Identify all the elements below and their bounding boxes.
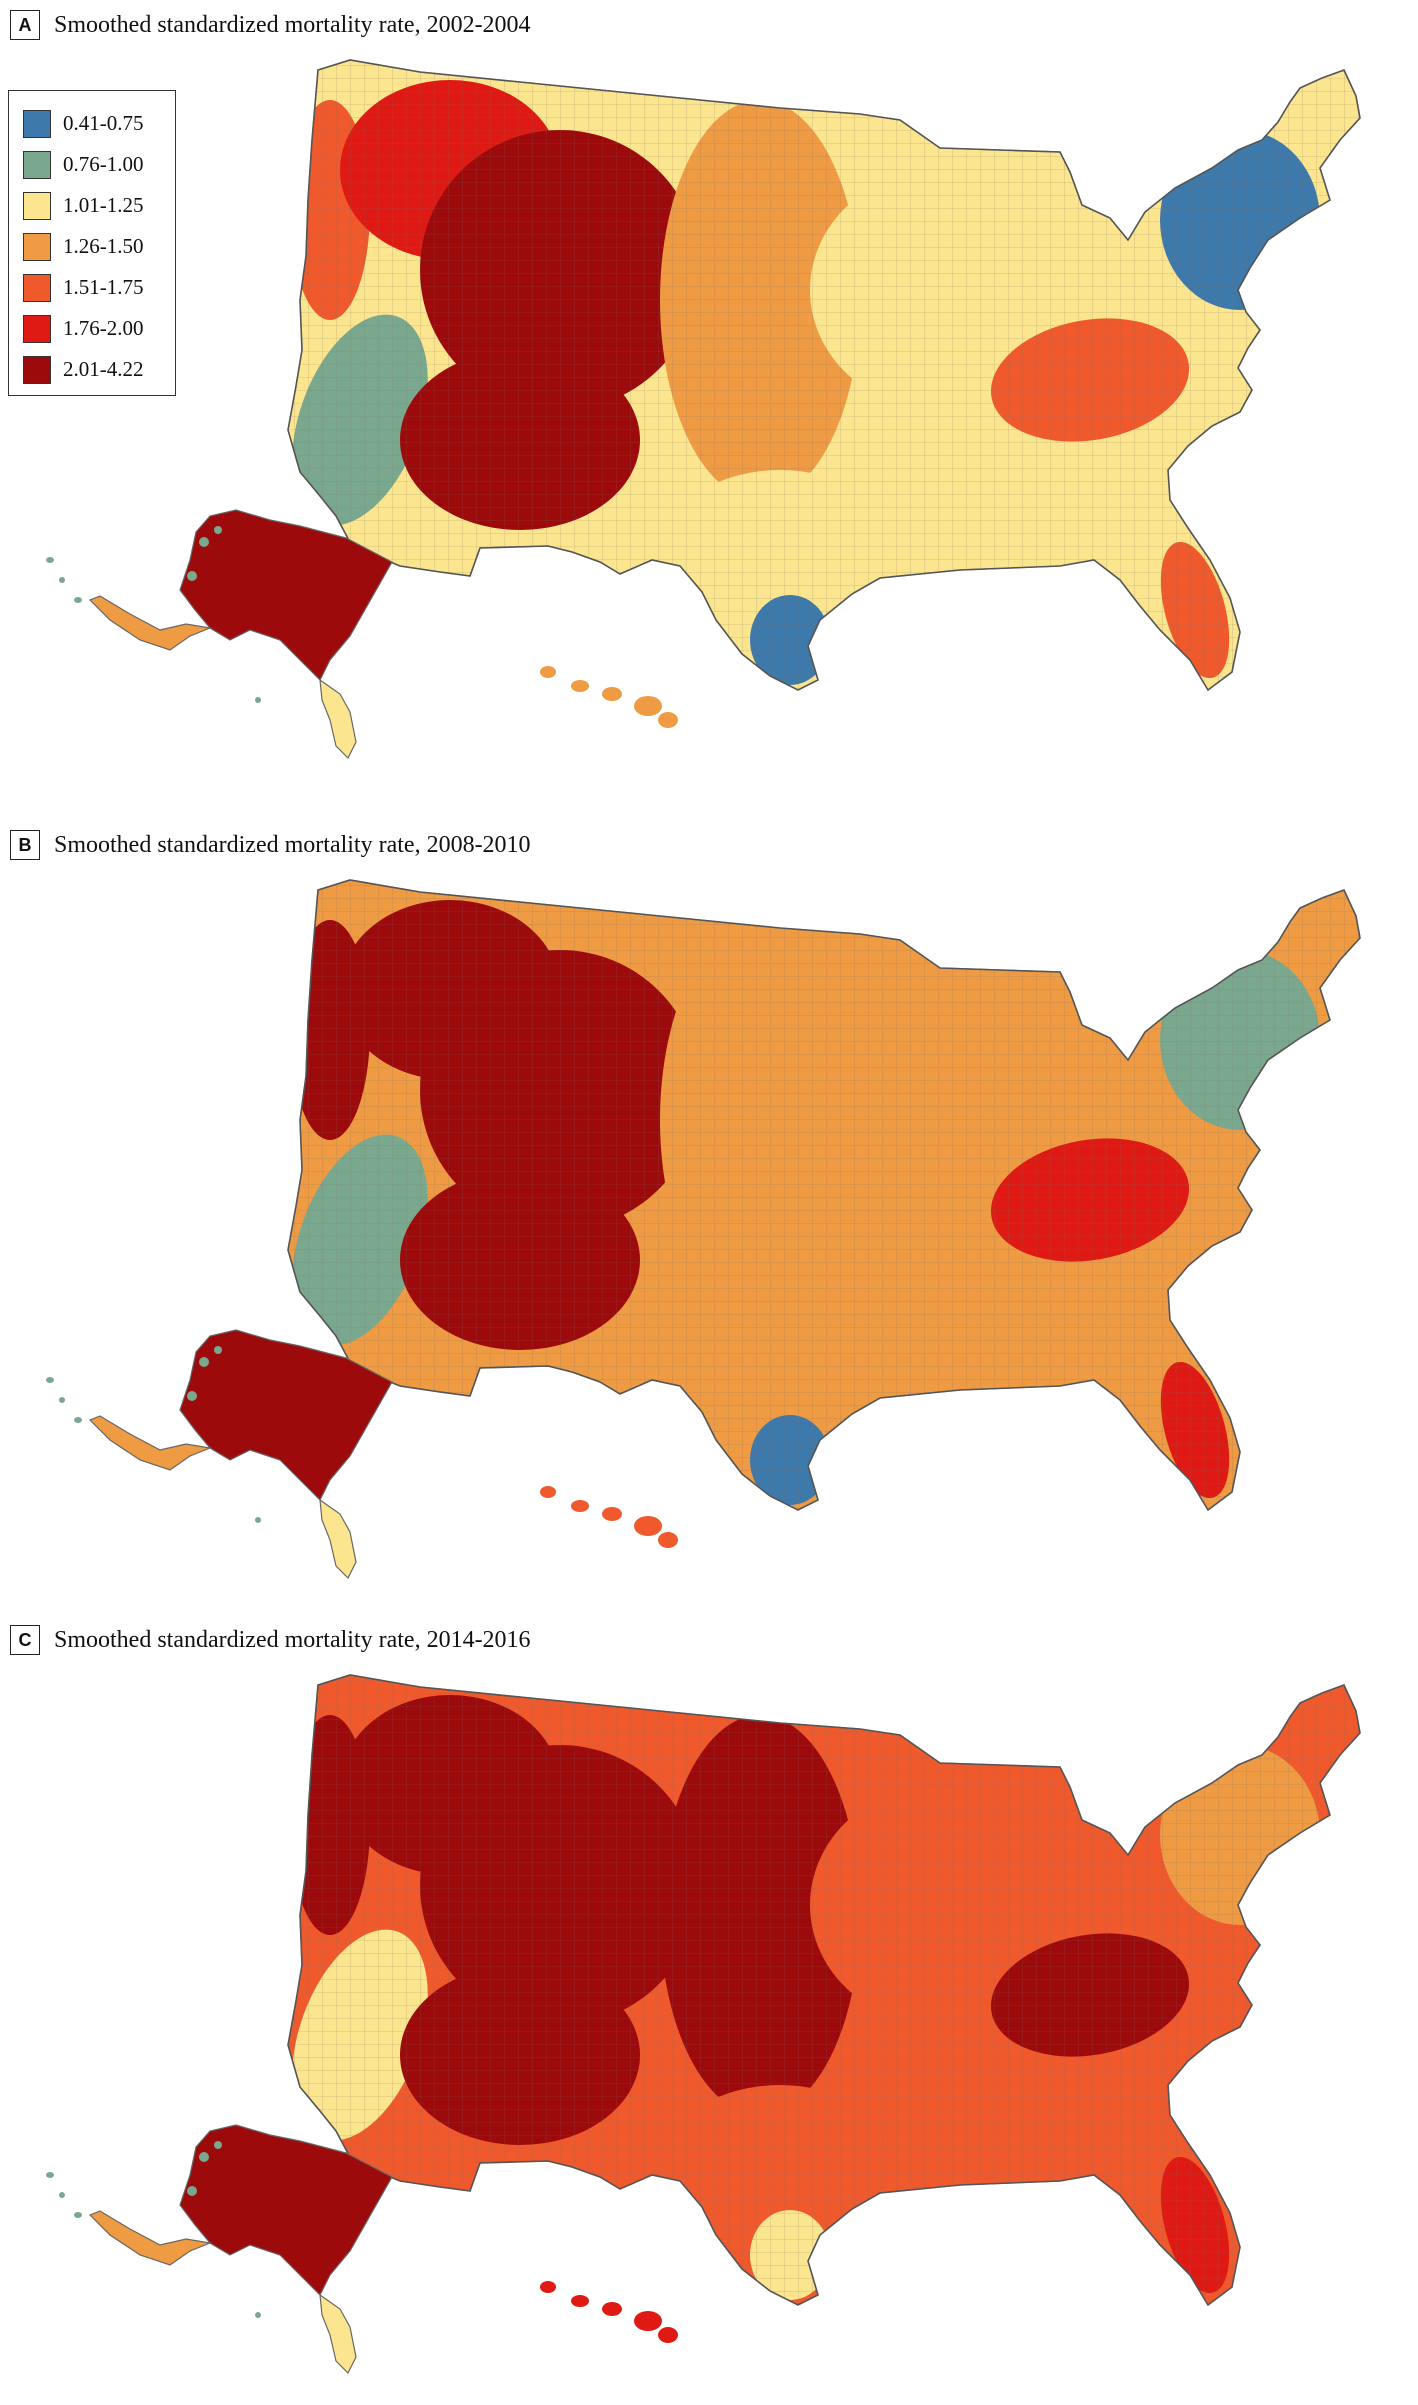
map-panel-a: A Smoothed standardized mortality rate, … [0, 0, 1418, 790]
legend-label: 1.76-2.00 [63, 316, 144, 340]
us-county-choropleth [46, 59, 1361, 760]
hawaii-island [540, 1486, 556, 1498]
alaska-island [187, 1391, 197, 1401]
alaska-island [255, 697, 261, 703]
hawaii-island [602, 687, 622, 701]
hawaii-island [634, 2311, 662, 2331]
alaska-island [199, 2152, 209, 2162]
map-panel-b: B Smoothed standardized mortality rate, … [0, 820, 1418, 1610]
alaska-island [46, 1377, 54, 1383]
hawaii-island [658, 712, 678, 728]
legend-swatch [23, 191, 51, 220]
panel-header: B Smoothed standardized mortality rate, … [10, 828, 531, 862]
hawaii-island [634, 696, 662, 716]
alaska-island [255, 2312, 261, 2318]
legend-label: 1.26-1.50 [63, 234, 144, 258]
hawaii-island [658, 1532, 678, 1548]
us-county-choropleth [46, 1674, 1361, 2375]
legend-item: 1.76-2.00 [23, 308, 175, 349]
alaska-island [74, 1417, 82, 1423]
panel-header: A Smoothed standardized mortality rate, … [10, 8, 531, 42]
alaska-island [59, 1397, 65, 1403]
alaska-island [59, 577, 65, 583]
panel-letter: A [10, 10, 40, 40]
contiguous-us-outline [287, 1674, 1361, 2307]
legend-item: 0.76-1.00 [23, 144, 175, 185]
alaska-island [199, 537, 209, 547]
alaska-island [187, 2186, 197, 2196]
legend-swatch [23, 232, 51, 261]
alaska-island [46, 2172, 54, 2178]
panel-title: Smoothed standardized mortality rate, 20… [54, 11, 531, 38]
alaska-island [187, 571, 197, 581]
hawaii-island [658, 2327, 678, 2343]
us-county-choropleth [46, 879, 1361, 1580]
map-legend: 0.41-0.75 0.76-1.00 1.01-1.25 1.26-1.50 … [8, 90, 176, 396]
hawaii-island [571, 1500, 589, 1512]
hawaii-island [634, 1516, 662, 1536]
legend-label: 2.01-4.22 [63, 357, 144, 381]
legend-label: 0.41-0.75 [63, 111, 144, 135]
alaska-panhandle [319, 1498, 357, 1580]
hawaii-island [602, 1507, 622, 1521]
hawaii-island [602, 2302, 622, 2316]
legend-swatch [23, 355, 51, 384]
legend-label: 1.01-1.25 [63, 193, 144, 217]
contiguous-us-outline [287, 879, 1361, 1512]
alaska-island [214, 1346, 222, 1354]
aleutian-peninsula [88, 1415, 213, 1471]
legend-item: 1.26-1.50 [23, 226, 175, 267]
legend-swatch [23, 150, 51, 179]
hawaii-island [571, 2295, 589, 2307]
map-panel-c: C Smoothed standardized mortality rate, … [0, 1615, 1418, 2377]
alaska-island [59, 2192, 65, 2198]
panel-title: Smoothed standardized mortality rate, 20… [54, 1626, 531, 1653]
aleutian-peninsula [88, 2210, 213, 2266]
contiguous-us-outline [287, 59, 1361, 692]
aleutian-peninsula [88, 595, 213, 651]
panel-letter: B [10, 830, 40, 860]
legend-label: 0.76-1.00 [63, 152, 144, 176]
legend-swatch [23, 273, 51, 302]
legend-item: 1.01-1.25 [23, 185, 175, 226]
legend-swatch [23, 314, 51, 343]
legend-item: 0.41-0.75 [23, 103, 175, 144]
alaska-island [214, 526, 222, 534]
region-layer [288, 1675, 1360, 2305]
region-layer [288, 880, 1360, 1510]
alaska-island [46, 557, 54, 563]
region-layer [288, 60, 1360, 690]
alaska-island [74, 597, 82, 603]
alaska-panhandle [319, 2293, 357, 2375]
hawaii-island [571, 680, 589, 692]
alaska-island [214, 2141, 222, 2149]
legend-label: 1.51-1.75 [63, 275, 144, 299]
legend-item: 2.01-4.22 [23, 349, 175, 390]
alaska-island [255, 1517, 261, 1523]
legend-item: 1.51-1.75 [23, 267, 175, 308]
alaska-island [199, 1357, 209, 1367]
legend-swatch [23, 109, 51, 138]
hawaii-island [540, 666, 556, 678]
alaska-island [74, 2212, 82, 2218]
alaska-panhandle [319, 678, 357, 760]
hawaii-island [540, 2281, 556, 2293]
panel-letter: C [10, 1625, 40, 1655]
panel-header: C Smoothed standardized mortality rate, … [10, 1623, 531, 1657]
panel-title: Smoothed standardized mortality rate, 20… [54, 831, 531, 858]
